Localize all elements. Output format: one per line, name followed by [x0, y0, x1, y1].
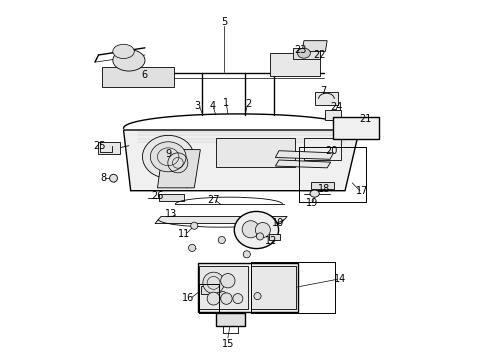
Ellipse shape — [220, 292, 226, 298]
Text: 6: 6 — [141, 70, 147, 80]
Ellipse shape — [297, 48, 310, 58]
Ellipse shape — [220, 274, 235, 288]
Ellipse shape — [150, 142, 186, 172]
Ellipse shape — [218, 237, 225, 244]
Ellipse shape — [310, 190, 319, 197]
Ellipse shape — [143, 135, 194, 178]
Polygon shape — [270, 234, 280, 240]
Polygon shape — [275, 160, 331, 168]
Text: 21: 21 — [359, 114, 371, 124]
Text: 14: 14 — [334, 274, 346, 284]
Polygon shape — [155, 216, 287, 224]
Ellipse shape — [113, 44, 134, 59]
Ellipse shape — [242, 221, 259, 238]
Text: 20: 20 — [325, 147, 338, 157]
Polygon shape — [311, 182, 334, 189]
Ellipse shape — [207, 292, 220, 305]
Text: 1: 1 — [223, 98, 229, 108]
Bar — [216, 313, 245, 326]
Text: 25: 25 — [93, 141, 105, 151]
Text: 13: 13 — [165, 209, 177, 219]
Text: 2: 2 — [245, 99, 252, 109]
Polygon shape — [98, 143, 120, 154]
Ellipse shape — [113, 50, 145, 71]
Polygon shape — [270, 53, 320, 76]
Ellipse shape — [234, 211, 279, 249]
Polygon shape — [198, 263, 298, 312]
Polygon shape — [102, 67, 173, 87]
Ellipse shape — [255, 222, 270, 238]
Ellipse shape — [220, 293, 232, 304]
Text: 5: 5 — [221, 17, 227, 27]
Polygon shape — [201, 287, 217, 294]
Polygon shape — [251, 266, 296, 309]
Text: 16: 16 — [182, 293, 194, 303]
Polygon shape — [159, 194, 184, 202]
Ellipse shape — [256, 233, 264, 240]
Text: 19: 19 — [306, 198, 318, 208]
Text: 8: 8 — [100, 173, 107, 183]
Ellipse shape — [110, 174, 118, 182]
Polygon shape — [315, 93, 338, 105]
Ellipse shape — [203, 272, 224, 294]
Text: 15: 15 — [221, 339, 234, 348]
Text: 23: 23 — [294, 45, 307, 55]
Ellipse shape — [233, 294, 243, 303]
Text: 12: 12 — [265, 237, 277, 247]
Polygon shape — [325, 111, 341, 120]
Text: 27: 27 — [207, 195, 220, 204]
Text: 11: 11 — [178, 229, 191, 239]
Ellipse shape — [189, 244, 196, 251]
Ellipse shape — [191, 222, 198, 229]
Text: 24: 24 — [330, 102, 343, 112]
Polygon shape — [302, 41, 327, 51]
Text: 10: 10 — [272, 218, 284, 228]
Text: 7: 7 — [320, 86, 327, 96]
Text: 17: 17 — [356, 186, 368, 197]
Ellipse shape — [254, 293, 261, 300]
Text: 22: 22 — [313, 50, 325, 60]
Text: 9: 9 — [165, 149, 172, 159]
Polygon shape — [199, 266, 248, 309]
Polygon shape — [293, 48, 320, 59]
Ellipse shape — [243, 251, 250, 258]
Bar — [217, 138, 295, 167]
Polygon shape — [275, 151, 334, 159]
Text: 4: 4 — [209, 102, 215, 111]
Text: 3: 3 — [195, 102, 201, 111]
Polygon shape — [157, 150, 200, 188]
Polygon shape — [123, 130, 359, 191]
Bar — [304, 138, 342, 160]
Polygon shape — [333, 117, 379, 139]
Text: 18: 18 — [318, 184, 330, 194]
Text: 26: 26 — [151, 192, 164, 202]
